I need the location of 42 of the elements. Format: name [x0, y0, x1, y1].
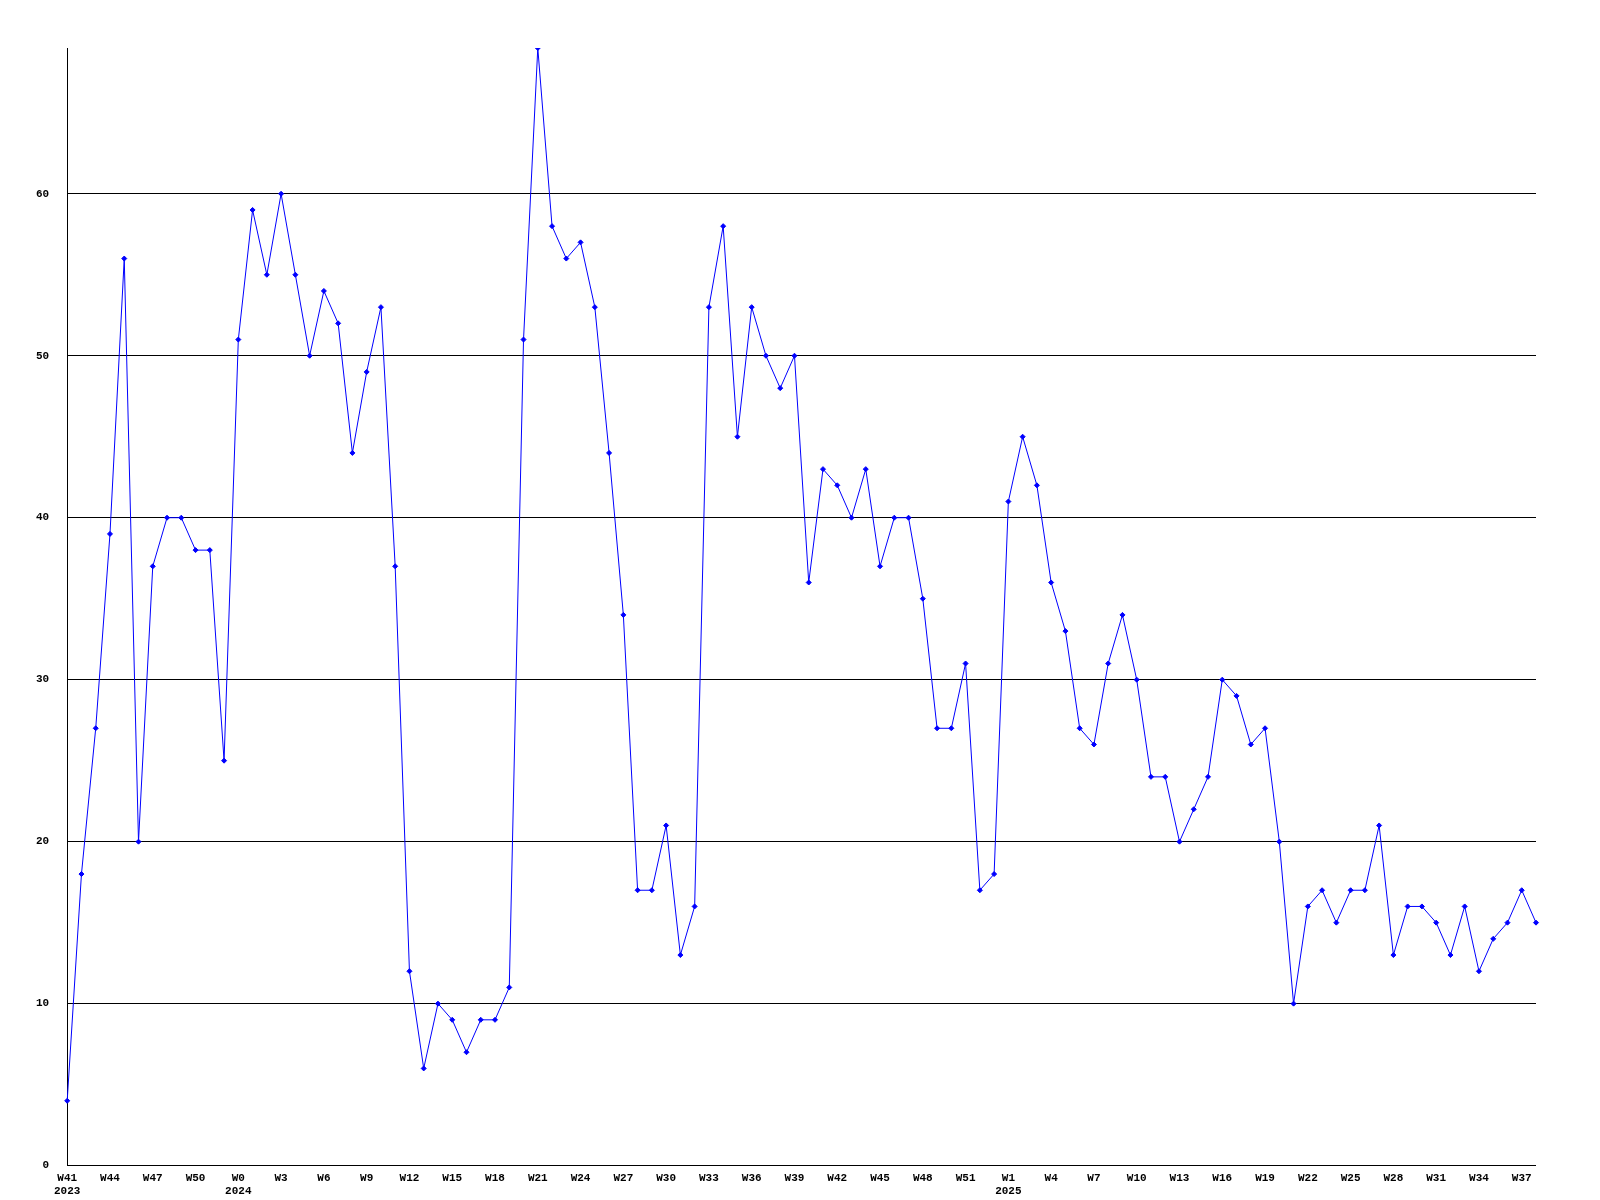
- x-tick-label: W50: [185, 1171, 206, 1184]
- y-tick-label: 20: [36, 835, 50, 848]
- x-tick-label: W1 2025: [995, 1171, 1022, 1198]
- x-tick-label: W45: [870, 1171, 891, 1184]
- x-tick-label: W34: [1469, 1171, 1490, 1184]
- x-tick-label: W19: [1255, 1171, 1275, 1184]
- x-tick-label: W22: [1297, 1171, 1318, 1184]
- x-tick-label: W31: [1426, 1171, 1447, 1184]
- x-tick-label: W28: [1383, 1171, 1404, 1184]
- x-tick-label: W13: [1169, 1171, 1190, 1184]
- x-tick-label: W37: [1511, 1171, 1532, 1184]
- y-tick-label: 0: [42, 1159, 50, 1172]
- x-tick-label: W47: [142, 1171, 163, 1184]
- x-tick-label: W41 2023: [54, 1171, 81, 1198]
- x-tick-label: W10: [1126, 1171, 1147, 1184]
- x-tick-label: W18: [485, 1171, 506, 1184]
- y-tick-label: 40: [36, 511, 50, 524]
- x-tick-label: W7: [1087, 1171, 1101, 1184]
- x-tick-label: W24: [570, 1171, 591, 1184]
- x-tick-label: W27: [613, 1171, 634, 1184]
- x-tick-label: W25: [1340, 1171, 1361, 1184]
- y-tick-label: 50: [36, 349, 50, 362]
- x-tick-label: W36: [741, 1171, 762, 1184]
- x-tick-label: W30: [656, 1171, 677, 1184]
- x-tick-label: W33: [699, 1171, 720, 1184]
- x-tick-label: W21: [527, 1171, 549, 1184]
- x-tick-label: W12: [399, 1171, 420, 1184]
- x-tick-label: W48: [912, 1171, 934, 1184]
- x-tick-label: W9: [360, 1171, 374, 1184]
- x-tick-label: W3: [274, 1171, 289, 1184]
- x-tick-label: W15: [442, 1171, 463, 1184]
- x-tick-label: W4: [1044, 1171, 1059, 1184]
- x-tick-label: W44: [100, 1171, 121, 1184]
- x-tick-label: W39: [784, 1171, 805, 1184]
- x-tick-label: W42: [827, 1171, 848, 1184]
- x-tick-label: W0 2024: [225, 1171, 252, 1198]
- x-tick-label: W6: [317, 1171, 331, 1184]
- y-tick-label: 10: [36, 997, 50, 1010]
- x-tick-label: W16: [1212, 1171, 1233, 1184]
- x-tick-label: W51: [955, 1171, 976, 1184]
- y-tick-label: 30: [36, 673, 50, 686]
- y-tick-label: 60: [36, 187, 50, 200]
